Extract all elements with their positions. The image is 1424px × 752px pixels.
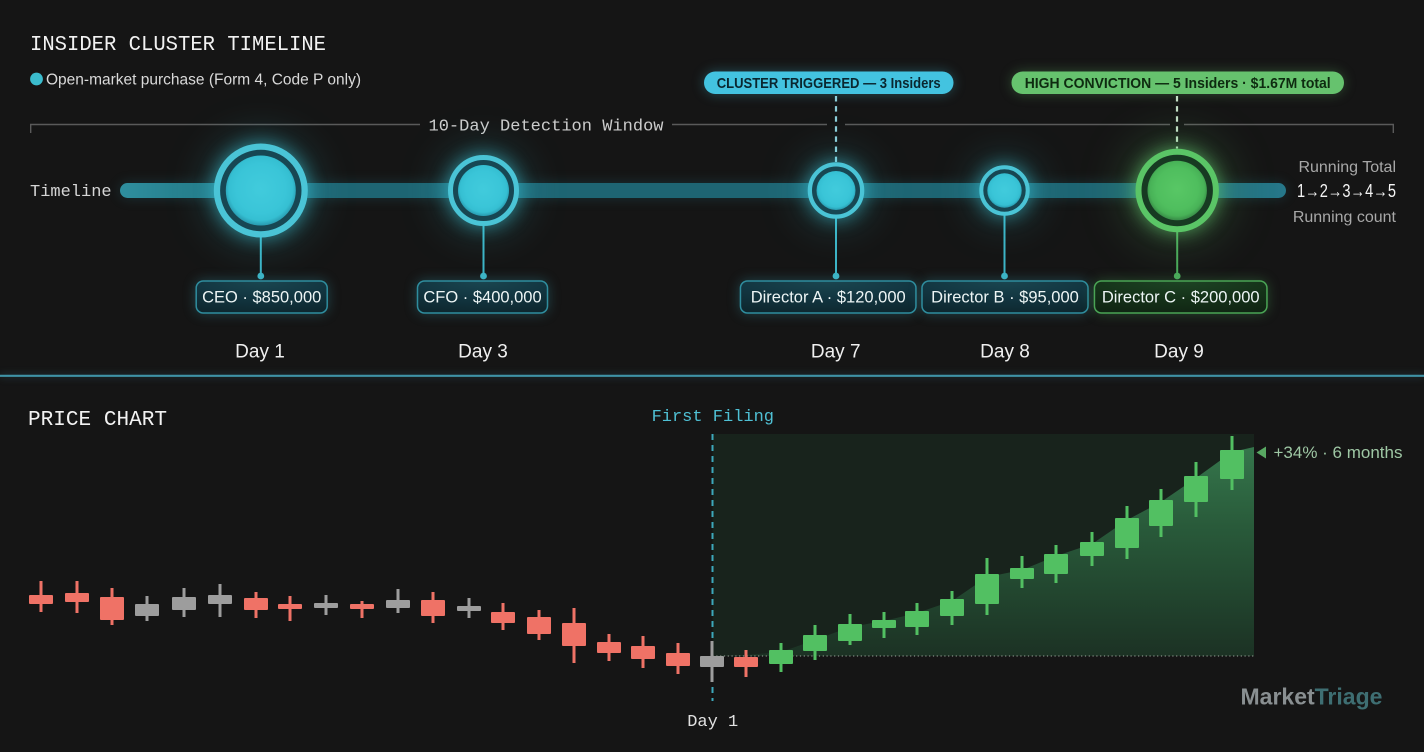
svg-text:CFO · $400,000: CFO · $400,000	[423, 289, 541, 307]
svg-text:Day 1: Day 1	[687, 713, 738, 732]
svg-text:+34% · 6 months: +34% · 6 months	[1274, 443, 1403, 462]
svg-text:CLUSTER TRIGGERED — 3 Insiders: CLUSTER TRIGGERED — 3 Insiders	[717, 75, 941, 92]
svg-text:Timeline: Timeline	[30, 183, 112, 202]
svg-text:1→2→3→4→5: 1→2→3→4→5	[1297, 181, 1396, 201]
svg-text:INSIDER CLUSTER TIMELINE: INSIDER CLUSTER TIMELINE	[30, 34, 326, 57]
svg-text:Open-market purchase (Form 4,: Open-market purchase (Form 4, Code P onl…	[46, 72, 361, 89]
svg-text:Director B · $95,000: Director B · $95,000	[931, 289, 1079, 307]
svg-text:First Filing: First Filing	[652, 408, 774, 427]
svg-text:HIGH CONVICTION — 5 Insiders ·: HIGH CONVICTION — 5 Insiders · $1.67M to…	[1025, 75, 1331, 92]
svg-text:Day 3: Day 3	[458, 342, 508, 363]
svg-text:Running Total: Running Total	[1298, 159, 1396, 176]
svg-text:Day 9: Day 9	[1154, 342, 1204, 363]
svg-text:Running count: Running count	[1293, 209, 1397, 226]
svg-text:Director A · $120,000: Director A · $120,000	[751, 289, 906, 307]
svg-text:MarketTriage: MarketTriage	[1241, 684, 1383, 710]
svg-text:Day 1: Day 1	[235, 342, 285, 363]
svg-text:Day 8: Day 8	[980, 342, 1030, 363]
svg-text:CEO · $850,000: CEO · $850,000	[202, 289, 321, 307]
svg-text:Director C · $200,000: Director C · $200,000	[1102, 289, 1260, 307]
svg-text:10-Day Detection Window: 10-Day Detection Window	[429, 118, 665, 137]
svg-text:Day 7: Day 7	[811, 342, 861, 363]
svg-text:PRICE CHART: PRICE CHART	[28, 409, 167, 432]
